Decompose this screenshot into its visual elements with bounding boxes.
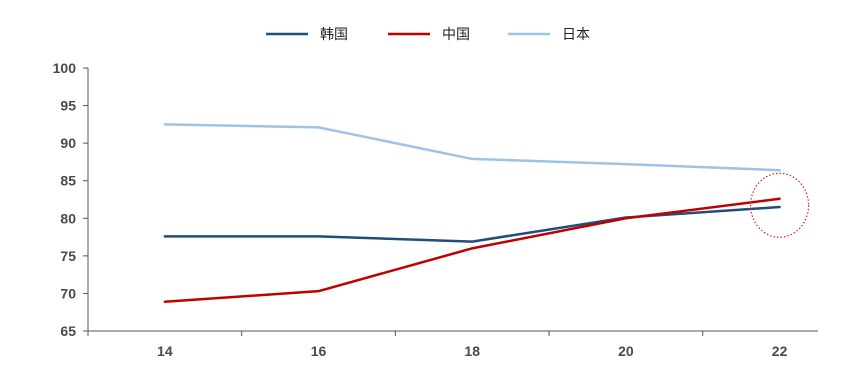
x-tick-label: 14 xyxy=(157,343,173,359)
y-tick-label: 70 xyxy=(60,285,76,301)
x-tick-label: 22 xyxy=(772,343,788,359)
y-tick-label: 90 xyxy=(60,135,76,151)
x-tick-label: 16 xyxy=(311,343,327,359)
annotations xyxy=(749,172,810,238)
x-tick-label: 20 xyxy=(618,343,634,359)
y-tick-label: 95 xyxy=(60,98,76,114)
legend-label-0: 韩国 xyxy=(320,27,348,43)
series-lines xyxy=(163,123,781,303)
legend: 韩国 中国 日本 xyxy=(266,27,590,43)
legend-label-2: 日本 xyxy=(562,27,590,43)
series-line-0 xyxy=(163,205,781,243)
y-tick-label: 65 xyxy=(60,323,76,339)
y-tick-label: 100 xyxy=(53,60,77,76)
x-axis: 14 16 18 20 22 xyxy=(87,330,818,359)
y-axis: 65 70 75 80 85 90 95 100 xyxy=(53,60,89,339)
series-line-1 xyxy=(163,197,781,303)
y-tick-label: 75 xyxy=(60,248,76,264)
series-line-2 xyxy=(163,123,781,172)
x-tick-label: 18 xyxy=(464,343,480,359)
legend-label-1: 中国 xyxy=(442,27,470,43)
y-tick-label: 85 xyxy=(60,173,76,189)
y-tick-label: 80 xyxy=(60,210,76,226)
highlight-circle xyxy=(749,172,810,238)
